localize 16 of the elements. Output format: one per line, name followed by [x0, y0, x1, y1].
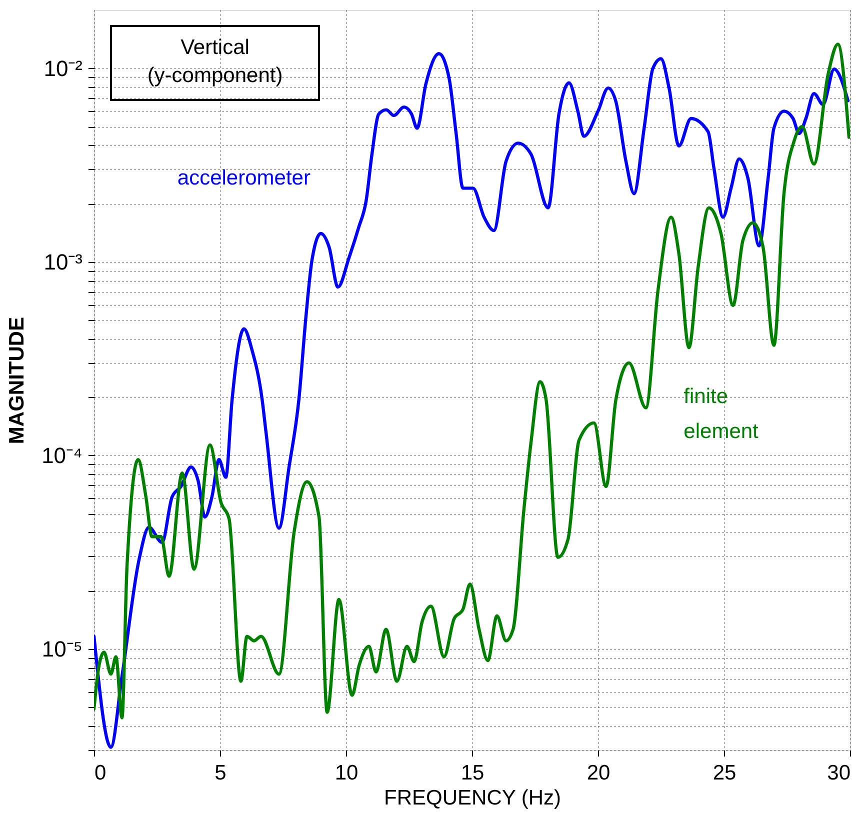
x-tick-label: 30 — [827, 762, 850, 784]
text: accelerometer — [177, 166, 310, 190]
x-tick-label: 15 — [460, 762, 484, 784]
y-tick-label: 10⁻² — [44, 56, 82, 81]
annotation: Vertical (y-component) — [147, 36, 283, 87]
y-tick-label: 10⁻³ — [44, 249, 82, 274]
y-tick-label: 10⁻⁴ — [42, 442, 82, 468]
x-tick-label: 10 — [334, 762, 358, 784]
y-tick-label: 10⁻⁵ — [42, 636, 82, 662]
x-tick-label: 25 — [712, 762, 736, 784]
x-tick-label: 0 — [94, 762, 106, 784]
x-axis-title: FREQUENCY (Hz) — [384, 786, 561, 810]
series-label: finite element — [684, 385, 759, 444]
x-tick-label: 5 — [214, 762, 226, 784]
x-tick-label: 20 — [586, 762, 610, 784]
y-axis-title: MAGNITUDE — [6, 316, 29, 444]
